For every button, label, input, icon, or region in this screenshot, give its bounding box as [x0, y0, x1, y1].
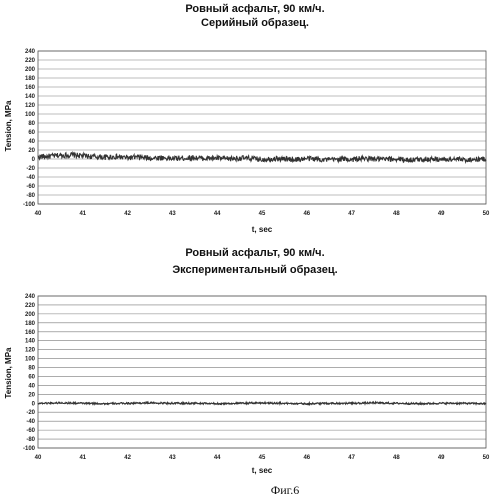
- y-tick-labels: 240220200180160140120100806040200-20-40-…: [23, 49, 36, 208]
- x-tick-label: 46: [303, 455, 310, 461]
- x-tick-labels: 40 41 42 43 44 45 46 47 48 49 50: [35, 211, 490, 217]
- x-tick-label: 49: [438, 455, 445, 461]
- series-line: [38, 153, 486, 163]
- x-tick-label: 42: [124, 211, 131, 217]
- y-tick-label: 120: [25, 348, 36, 354]
- x-tick-label: 42: [124, 455, 131, 461]
- x-tick-label: 44: [214, 211, 221, 217]
- y-tick-labels: 240220200180160140120100806040200-20-40-…: [23, 294, 36, 452]
- x-tick-label: 46: [303, 211, 310, 217]
- x-tick-label: 47: [348, 455, 355, 461]
- chart-serial-sample: Ровный асфальт, 90 км/ч. Серийный образе…: [4, 3, 490, 234]
- y-tick-label: -100: [23, 202, 36, 208]
- y-tick-label: 140: [25, 94, 36, 100]
- x-axis-label: t, sec: [252, 466, 273, 475]
- y-tick-label: -100: [23, 446, 36, 452]
- y-tick-label: 180: [25, 76, 36, 82]
- y-tick-label: -60: [26, 428, 35, 434]
- y-axis-label: Tension, MPa: [4, 100, 13, 152]
- x-tick-label: 43: [169, 455, 176, 461]
- x-tick-label: 45: [259, 211, 266, 217]
- y-tick-label: 240: [25, 294, 36, 300]
- y-tick-label: 100: [25, 112, 36, 118]
- y-tick-label: -80: [26, 193, 35, 199]
- y-tick-label: 0: [32, 157, 36, 163]
- y-tick-label: 200: [25, 67, 36, 73]
- chart-title: Ровный асфальт, 90 км/ч.: [185, 247, 324, 259]
- y-tick-label: 120: [25, 103, 36, 109]
- y-tick-label: -60: [26, 184, 35, 190]
- x-tick-label: 41: [79, 455, 86, 461]
- x-tick-label: 40: [35, 211, 42, 217]
- plot-frame: [38, 51, 486, 204]
- x-axis-label: t, sec: [252, 225, 273, 234]
- y-tick-label: 100: [25, 357, 36, 363]
- x-tick-label: 45: [259, 455, 266, 461]
- y-axis-label: Tension, MPa: [4, 347, 13, 399]
- x-tick-label: 40: [35, 455, 42, 461]
- y-tick-label: -40: [26, 419, 35, 425]
- plot-frame: [38, 296, 486, 448]
- y-tick-label: 0: [32, 401, 36, 407]
- x-tick-label: 47: [348, 211, 355, 217]
- y-tick-label: -20: [26, 410, 35, 416]
- y-tick-label: 160: [25, 330, 36, 336]
- y-tick-label: 20: [28, 392, 35, 398]
- y-tick-label: 40: [28, 139, 35, 145]
- x-tick-label: 43: [169, 211, 176, 217]
- y-tick-label: 80: [28, 121, 35, 127]
- series-line: [38, 402, 486, 405]
- y-tick-label: 160: [25, 85, 36, 91]
- figure-caption: Фиг.6: [271, 483, 299, 497]
- chart-subtitle: Серийный образец.: [201, 17, 309, 29]
- y-tick-label: 200: [25, 312, 36, 318]
- x-tick-label: 50: [483, 455, 490, 461]
- x-tick-label: 48: [393, 211, 400, 217]
- y-tick-label: 220: [25, 303, 36, 309]
- y-tick-label: 180: [25, 321, 36, 327]
- y-tick-label: 240: [25, 49, 36, 55]
- x-tick-label: 41: [79, 211, 86, 217]
- y-tick-label: 140: [25, 339, 36, 345]
- x-tick-label: 49: [438, 211, 445, 217]
- y-tick-label: 60: [28, 130, 35, 136]
- y-tick-label: 80: [28, 366, 35, 372]
- x-tick-label: 44: [214, 455, 221, 461]
- y-tick-label: 220: [25, 58, 36, 64]
- y-tick-label: -80: [26, 437, 35, 443]
- x-tick-labels: 40 41 42 43 44 45 46 47 48 49 50: [35, 455, 490, 461]
- y-tick-label: 60: [28, 374, 35, 380]
- x-tick-label: 48: [393, 455, 400, 461]
- y-tick-label: -20: [26, 166, 35, 172]
- grid-lines: [38, 51, 486, 204]
- y-tick-label: -40: [26, 175, 35, 181]
- chart-subtitle: Экспериментальный образец.: [172, 264, 337, 276]
- y-tick-label: 40: [28, 383, 35, 389]
- y-tick-label: 20: [28, 148, 35, 154]
- chart-experimental-sample: Ровный асфальт, 90 км/ч. Экспериментальн…: [4, 247, 490, 475]
- grid-lines: [38, 296, 486, 448]
- chart-title: Ровный асфальт, 90 км/ч.: [185, 3, 324, 15]
- x-tick-label: 50: [483, 211, 490, 217]
